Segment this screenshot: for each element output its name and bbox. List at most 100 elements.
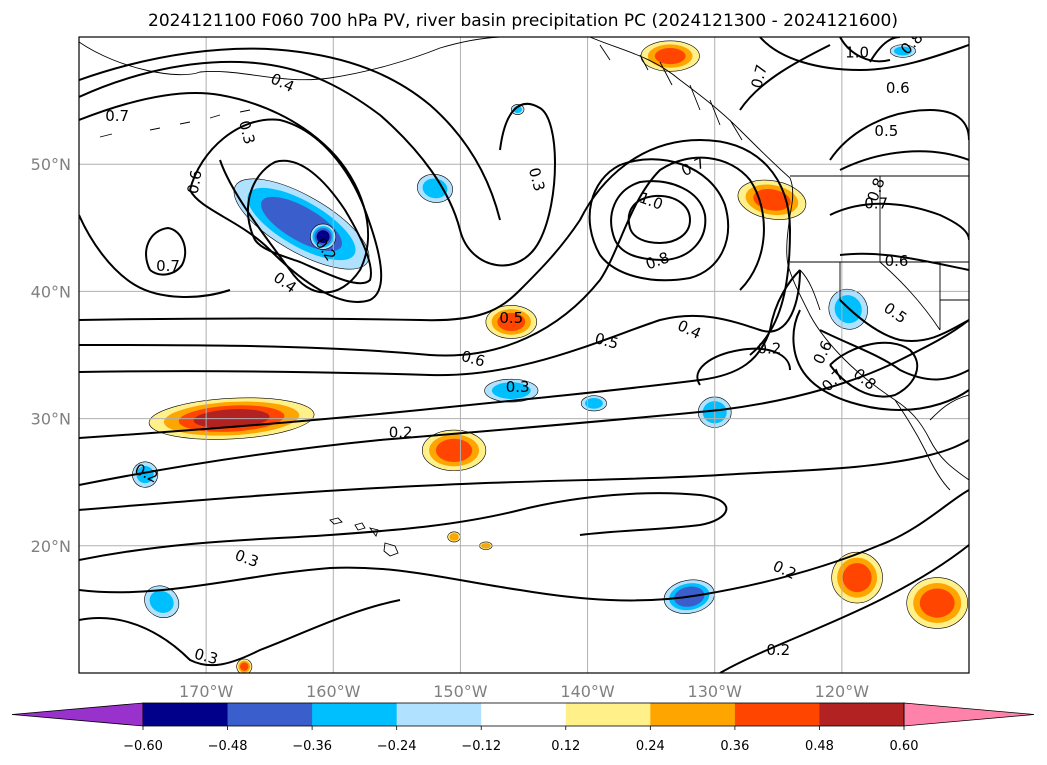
contour-label: 0.7 [747,63,771,91]
precip-cell [654,48,686,65]
contour-line [588,158,730,282]
colorbar-segment [396,703,482,726]
contour-label: 0.5 [499,309,523,327]
contour-line [792,309,969,412]
colorbar-tick-label: 0.24 [636,739,665,754]
contour-label: 0.2 [757,340,781,358]
contour-label: 0.6 [885,252,909,270]
colorbar [11,702,1035,727]
precip-cell [240,662,249,671]
map-panel: 0.40.30.60.20.40.70.70.30.50.60.30.20.5 0… [78,36,970,674]
contour-line [79,489,969,602]
longitude-tick-label: 150°W [433,682,488,701]
coastlines [79,37,969,557]
longitude-tick-label: 140°W [560,682,615,701]
colorbar-tick-labels: −0.60 −0.48 −0.36 −0.24 −0.12 0.12 0.24 0.36 0.4… [123,726,918,754]
contour-line [79,439,969,511]
precip-cell [136,465,154,484]
precip-cell [422,178,448,199]
contour-line [79,138,792,356]
colorbar-segment [734,703,820,726]
contour-line [829,202,969,271]
latitude-tick-label: 40°N [31,282,71,301]
contour-line [79,599,401,667]
colorbar-segment [819,703,905,726]
hawaiian-islands [329,517,399,557]
longitude-tick-label: 160°W [306,682,361,701]
contour-line [79,60,556,267]
colorbar-tick-label: −0.12 [461,739,501,754]
contour-label: 0.3 [235,119,259,147]
contour-line [246,159,372,285]
contour-line [145,226,187,276]
contour-line [79,492,728,561]
latitude-tick-label: 20°N [31,537,71,556]
contour-line [829,341,919,398]
colorbar-segment [650,703,736,726]
longitude-tick-label: 120°W [815,682,870,701]
colorbar-tick-label: −0.36 [292,739,332,754]
precip-cell [585,397,603,409]
colorbar-segment [227,703,313,726]
precip-cell [753,188,791,211]
precip-cell [893,46,912,56]
contour-label: 0.5 [593,329,621,353]
precip-cell [316,230,330,244]
longitude-tick-labels: 170°W 160°W 150°W 140°W 130°W 120°W [179,682,869,701]
contour-line [819,299,969,381]
contour-line [189,118,383,303]
colorbar-tick-label: 0.12 [551,739,580,754]
colorbar-segment [312,703,398,726]
contour-label: 0.7 [864,195,888,213]
contour-line [610,180,707,262]
contour-label: 0.6 [184,169,206,196]
alaska-coastline [79,37,791,179]
colorbar-tick-label: −0.48 [208,739,248,754]
contour-line [79,47,501,221]
contour-label: 0.6 [886,79,910,97]
precip-cell [919,588,955,618]
aleutian-islands [99,109,251,138]
contour-line [696,347,791,386]
latitude-tick-labels: 20°N 30°N 40°N 50°N [31,155,71,556]
longitude-tick-label: 130°W [688,682,743,701]
colorbar-tick-label: 0.48 [805,739,834,754]
colorbar-tick-label: 0.36 [720,739,749,754]
pv-contours [79,37,969,673]
contour-label: 1.0 [845,43,869,61]
contour-label: 0.6 [459,347,487,371]
contour-line [739,37,969,111]
precipitation-layer [132,40,969,673]
colorbar-tick-label: −0.24 [377,739,417,754]
contour-label: 0.3 [192,645,220,669]
contour-line [79,319,969,486]
colorbar-frame [142,702,905,727]
contour-label: 0.7 [156,257,180,275]
contour-line [829,108,969,171]
colorbar-extend-low [11,702,144,727]
precip-cell [435,438,473,463]
contour-line [627,194,692,245]
contour-label: 0.3 [506,378,530,396]
precip-cell [149,590,174,613]
baja-california-coastline [894,394,969,491]
colorbar-segment [481,703,567,726]
contour-line [79,269,801,439]
colorbar-tick-label: −0.60 [123,739,163,754]
colorbar-segment [565,703,651,726]
precip-cell [842,563,872,593]
contour-line [719,544,969,673]
latitude-tick-label: 50°N [31,155,71,174]
colorbar-segment [143,703,229,726]
contour-label: 0.2 [766,641,790,659]
latitude-tick-label: 30°N [31,410,71,429]
colorbar-tick-label: 0.60 [890,739,919,754]
colorbar-extend-high [903,702,1035,727]
contour-line [79,214,231,298]
map-title: 2024121100 F060 700 hPa PV, river basin … [148,11,898,31]
precip-cell [491,382,531,399]
contour-label: 0.7 [105,107,129,125]
contour-label: 0.3 [525,166,549,194]
precip-cell [449,533,459,541]
